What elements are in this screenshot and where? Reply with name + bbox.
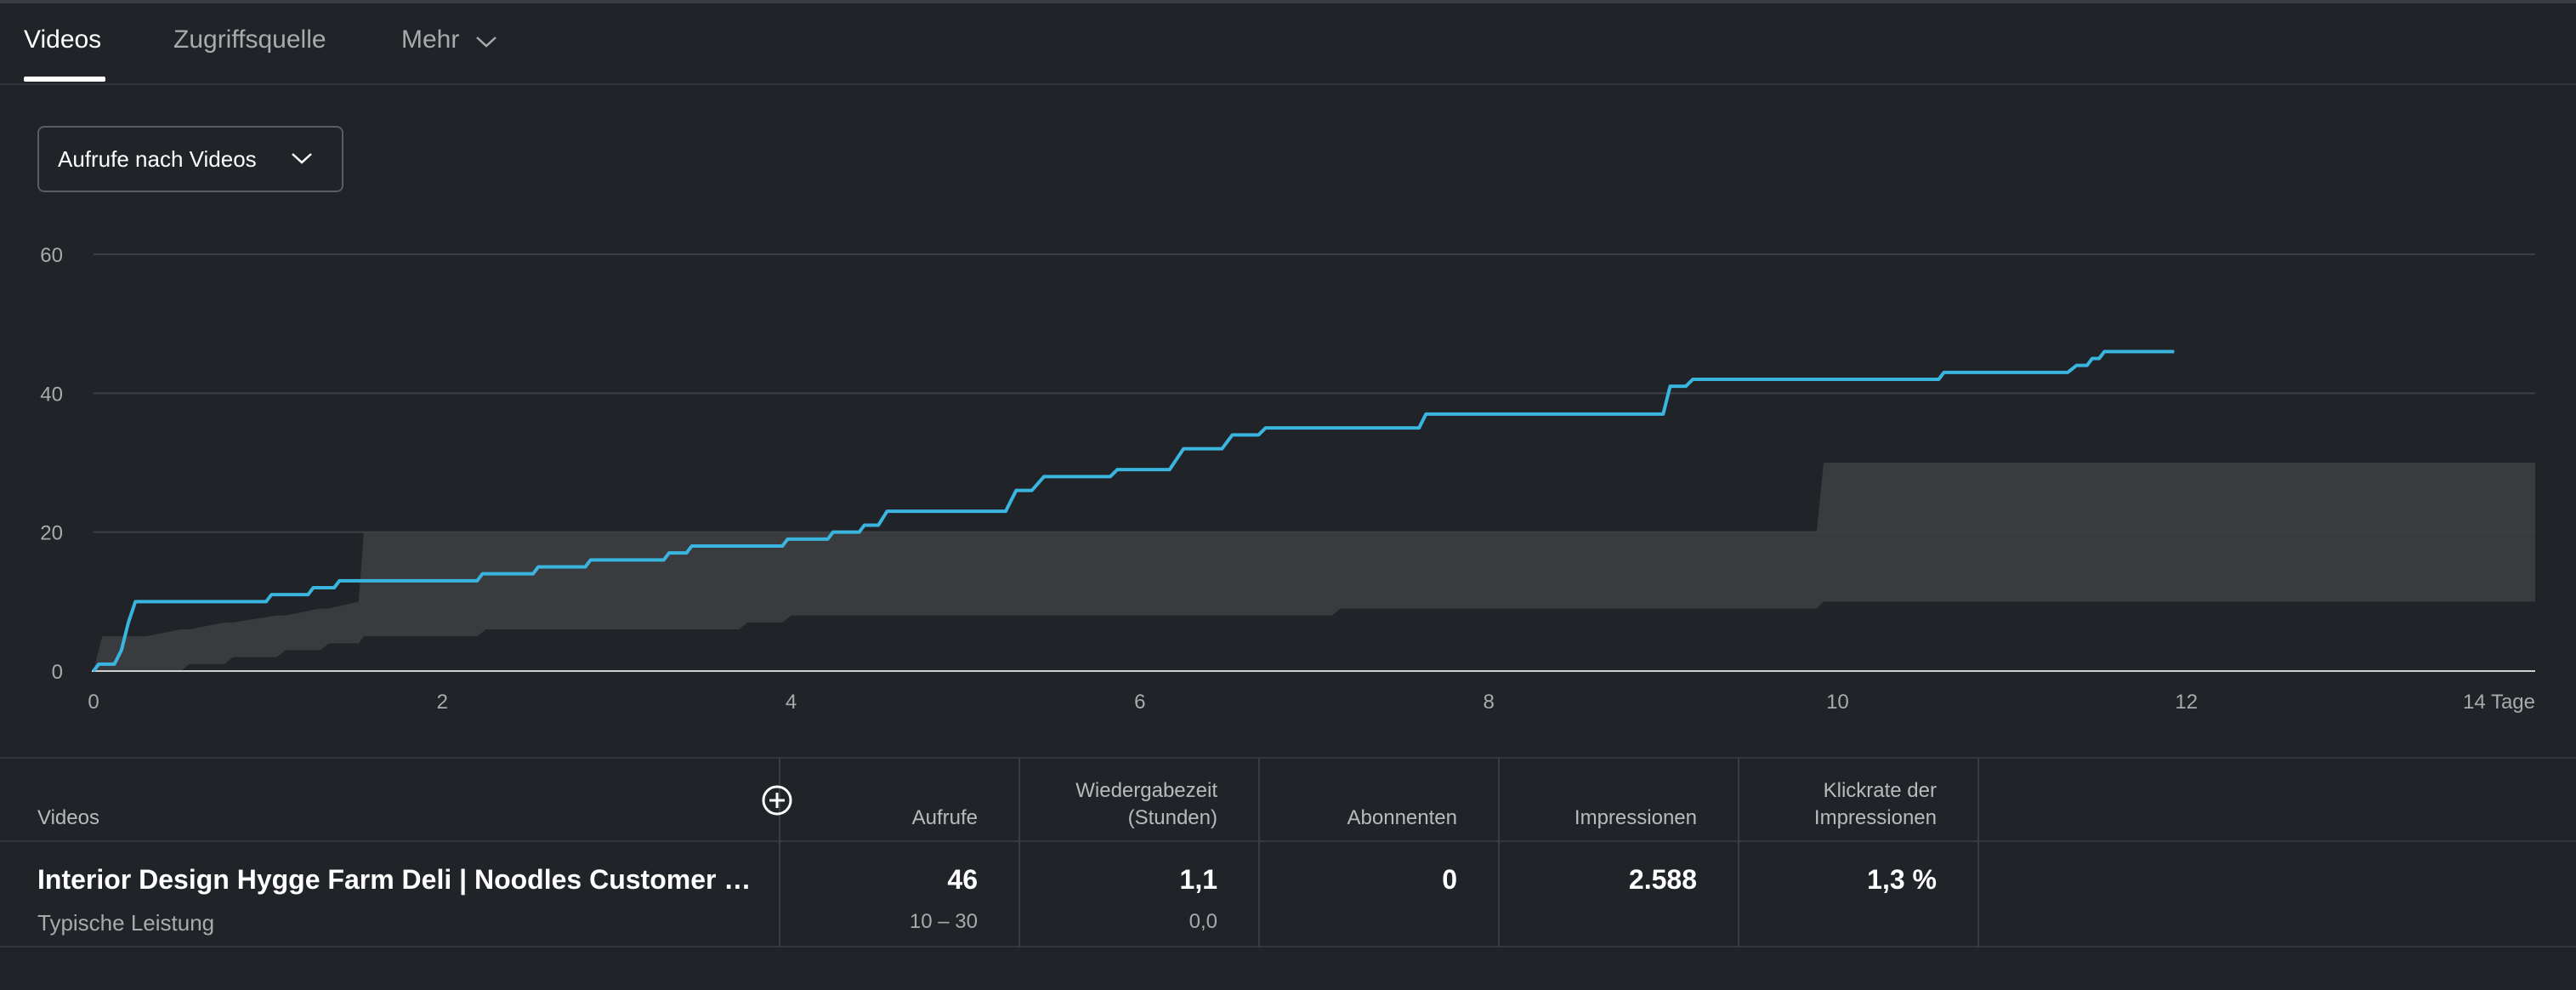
- x-tick-label: 12: [2175, 691, 2198, 714]
- cell-impressionen: 2.588: [1628, 864, 1697, 895]
- tab-mehr[interactable]: Mehr: [401, 26, 497, 55]
- header-wiedergabezeit-line1: Wiedergabezeit: [1075, 779, 1217, 802]
- table-header-row: [0, 759, 2576, 842]
- header-wiedergabezeit[interactable]: Wiedergabezeit (Stunden): [1075, 777, 1217, 832]
- header-videos[interactable]: Videos: [37, 806, 99, 829]
- tab-zugriffsquelle[interactable]: Zugriffsquelle: [173, 26, 326, 54]
- header-wiedergabezeit-line2: (Stunden): [1127, 806, 1217, 829]
- y-tick-label: 40: [40, 383, 63, 406]
- typical-performance-label: Typische Leistung: [37, 910, 215, 936]
- dropdown-label: Aufrufe nach Videos: [58, 146, 257, 172]
- cell-wiedergabezeit-typical: 0,0: [1189, 910, 1217, 933]
- x-tick-label: 10: [1826, 691, 1849, 714]
- chevron-down-icon: [475, 26, 497, 55]
- tab-videos[interactable]: Videos: [24, 26, 102, 54]
- cell-wiedergabezeit: 1,1: [1179, 864, 1217, 895]
- column-divider: [1018, 759, 1020, 947]
- y-tick-label: 0: [52, 661, 63, 684]
- column-divider: [1258, 759, 1260, 947]
- typical-range-band: [94, 463, 2535, 671]
- x-tick-label: 8: [1483, 691, 1494, 714]
- videos-table: Videos Aufrufe Wiedergabezeit (Stunden) …: [0, 757, 2576, 947]
- cell-abonnenten: 0: [1442, 864, 1457, 895]
- cell-klickrate: 1,3 %: [1867, 864, 1937, 895]
- tab-bar: Videos Zugriffsquelle Mehr: [0, 0, 2576, 85]
- y-tick-label: 20: [40, 522, 63, 545]
- header-impressionen[interactable]: Impressionen: [1574, 806, 1697, 829]
- chevron-down-icon: [291, 151, 313, 169]
- x-tick-label: 2: [437, 691, 448, 714]
- views-chart: 0 20 40 60 0 2 4 6 8 10 12 14 Tage: [40, 244, 2535, 714]
- column-divider: [1738, 759, 1739, 947]
- tab-active-indicator: [24, 77, 105, 82]
- header-aufrufe[interactable]: Aufrufe: [911, 806, 978, 829]
- header-klickrate-line2: Impressionen: [1813, 806, 1937, 829]
- x-tick-label: 0: [88, 691, 99, 714]
- header-klickrate-line1: Klickrate der: [1823, 779, 1937, 802]
- series-line: [92, 350, 2175, 673]
- header-klickrate[interactable]: Klickrate der Impressionen: [1814, 777, 1937, 832]
- header-abonnenten[interactable]: Abonnenten: [1347, 806, 1457, 829]
- cell-aufrufe-typical: 10 – 30: [909, 910, 978, 933]
- x-tick-label: 4: [786, 691, 797, 714]
- top-border: [0, 0, 2576, 3]
- metric-dropdown[interactable]: Aufrufe nach Videos: [37, 126, 343, 192]
- tab-mehr-label: Mehr: [401, 26, 460, 54]
- column-divider: [1977, 759, 1979, 947]
- video-title-link[interactable]: Interior Design Hygge Farm Deli | Noodle…: [37, 864, 760, 895]
- x-tick-label: 14 Tage: [2463, 691, 2535, 714]
- x-tick-label: 6: [1134, 691, 1145, 714]
- y-tick-label: 60: [40, 244, 63, 267]
- column-divider: [779, 759, 780, 947]
- add-column-icon[interactable]: [761, 784, 793, 816]
- cell-aufrufe: 46: [947, 864, 978, 895]
- column-divider: [1498, 759, 1500, 947]
